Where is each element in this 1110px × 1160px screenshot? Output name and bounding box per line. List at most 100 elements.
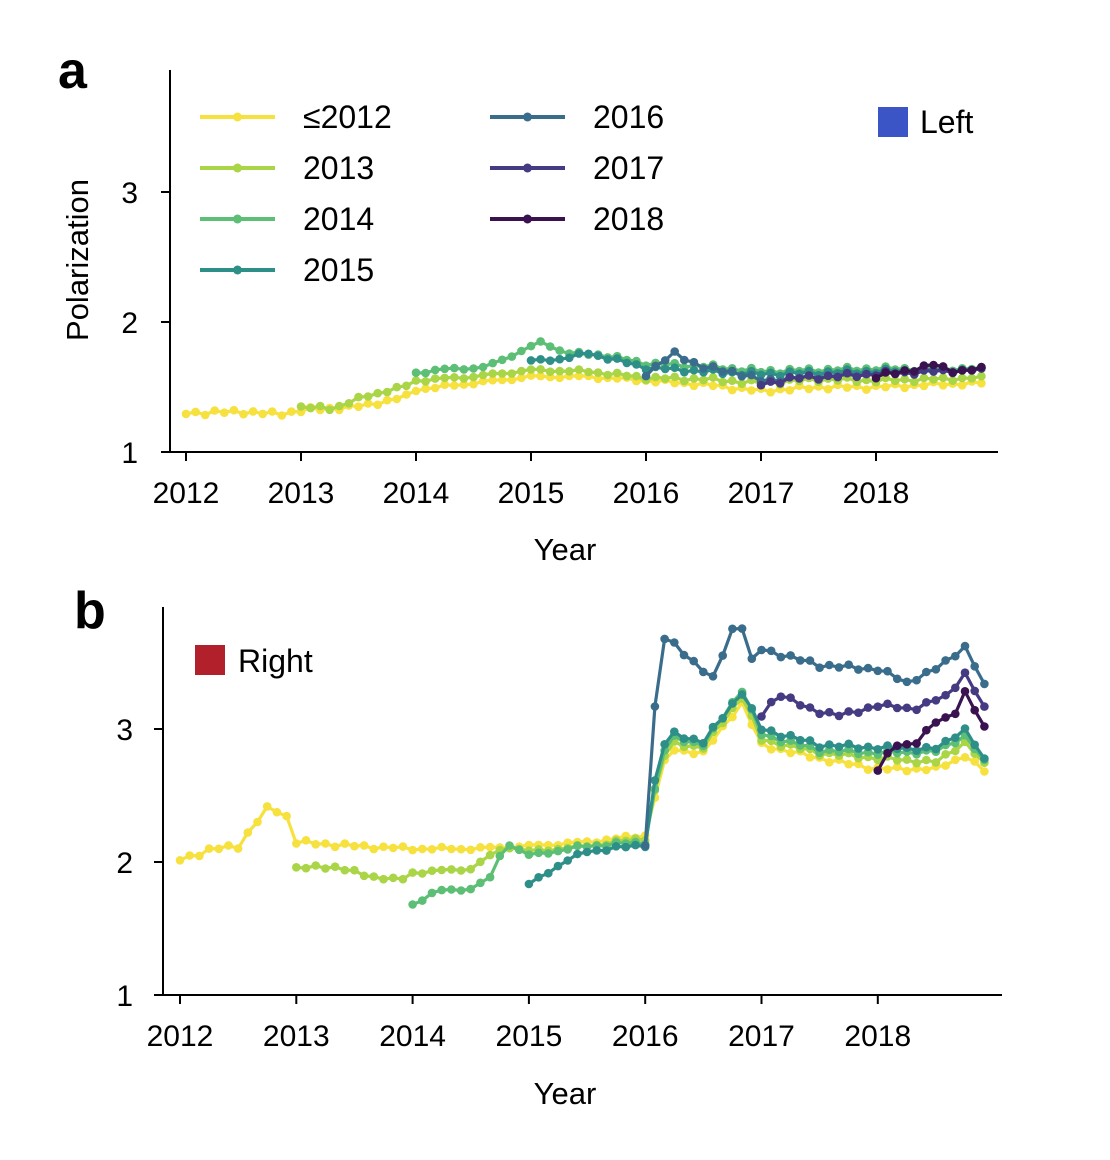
- data-point: [466, 845, 476, 855]
- data-point: [910, 367, 919, 376]
- data-point: [311, 840, 321, 849]
- data-point: [938, 373, 948, 383]
- data-point: [517, 366, 526, 376]
- data-point: [497, 369, 507, 378]
- data-point: [699, 738, 708, 748]
- data-point: [181, 409, 191, 419]
- data-point: [970, 757, 979, 766]
- data-point: [883, 765, 892, 774]
- series-2014: [408, 687, 989, 909]
- data-point: [555, 373, 564, 383]
- data-point: [977, 379, 986, 388]
- data-point: [243, 828, 253, 837]
- data-point: [427, 888, 437, 898]
- data-point: [440, 364, 450, 374]
- data-point: [505, 841, 514, 850]
- series-line: [412, 690, 986, 906]
- data-point: [960, 641, 970, 651]
- data-point: [311, 861, 321, 870]
- data-point: [718, 714, 727, 723]
- data-point: [919, 361, 929, 370]
- data-point: [948, 376, 957, 386]
- data-point: [418, 896, 427, 905]
- data-point: [175, 856, 185, 865]
- data-point: [977, 362, 986, 372]
- data-point: [883, 666, 892, 676]
- series-le2012: [175, 697, 989, 865]
- data-point: [592, 846, 601, 855]
- data-point: [747, 654, 757, 663]
- data-point: [602, 846, 611, 855]
- data-point: [603, 355, 612, 364]
- data-point: [408, 868, 417, 877]
- legend-marker: [523, 163, 532, 173]
- data-point: [766, 646, 776, 656]
- data-point: [421, 384, 430, 394]
- data-point: [766, 368, 775, 378]
- left-color-swatch: [878, 107, 908, 137]
- legend-marker: [233, 163, 242, 173]
- data-point: [728, 624, 737, 634]
- data-point: [776, 732, 786, 742]
- data-point: [670, 347, 679, 356]
- data-point: [766, 697, 776, 707]
- data-point: [497, 375, 507, 385]
- data-point: [689, 381, 699, 391]
- data-point: [195, 851, 204, 861]
- data-point: [573, 841, 582, 851]
- data-point: [584, 367, 593, 377]
- data-point: [728, 712, 737, 722]
- data-point: [766, 377, 775, 386]
- data-point: [485, 850, 495, 860]
- data-point: [804, 371, 814, 380]
- data-point: [440, 380, 450, 390]
- data-point: [689, 749, 698, 759]
- data-point: [910, 377, 919, 387]
- data-point: [447, 885, 456, 894]
- data-point: [912, 675, 921, 685]
- data-point: [507, 369, 517, 378]
- data-point: [699, 364, 708, 373]
- data-point: [524, 850, 534, 859]
- x-tick-label: 2014: [383, 477, 450, 510]
- y-tick-label: 3: [116, 714, 133, 747]
- data-point: [922, 755, 931, 765]
- panel-b-chart: 2012 2013 2014 2015 2016 2017 2018 1 2 3 Year Ri…: [116, 607, 1002, 1111]
- data-point: [902, 740, 912, 749]
- data-point: [670, 363, 679, 373]
- data-point: [766, 745, 776, 754]
- data-point: [902, 677, 912, 687]
- data-point: [373, 400, 383, 410]
- data-point: [747, 386, 756, 395]
- data-point: [957, 373, 967, 383]
- data-point: [450, 381, 459, 390]
- data-point: [873, 666, 883, 676]
- legend-marker: [233, 265, 242, 275]
- data-point: [785, 373, 794, 382]
- data-point: [574, 349, 584, 358]
- data-point: [440, 373, 450, 383]
- data-point: [970, 705, 979, 715]
- data-point: [796, 735, 805, 745]
- data-point: [922, 725, 931, 735]
- data-point: [379, 842, 388, 851]
- data-point: [796, 701, 805, 710]
- data-point: [621, 842, 631, 852]
- data-point: [883, 699, 892, 709]
- data-point: [960, 668, 970, 677]
- data-point: [603, 370, 612, 380]
- data-point: [825, 707, 834, 717]
- data-point: [536, 371, 545, 381]
- data-point: [727, 385, 737, 395]
- data-point: [756, 370, 766, 380]
- data-point: [842, 383, 852, 392]
- data-point: [902, 766, 912, 776]
- data-point: [437, 885, 447, 895]
- data-point: [834, 663, 844, 672]
- data-point: [660, 356, 670, 365]
- data-point: [344, 399, 354, 408]
- data-point: [272, 807, 282, 817]
- data-point: [804, 384, 814, 394]
- series-line: [179, 700, 986, 862]
- data-point: [689, 365, 699, 375]
